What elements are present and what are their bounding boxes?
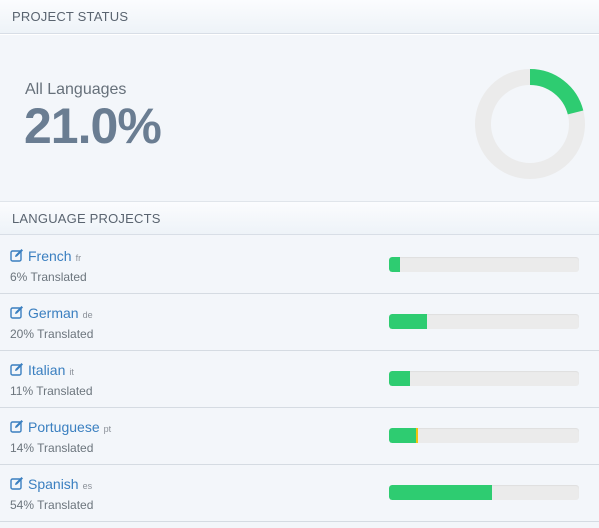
project-status-panel: All Languages 21.0% [0,34,599,201]
language-link-es[interactable]: Spanish es [10,475,92,493]
overall-progress-value: 21.0% [24,98,162,154]
progress-bar [389,428,579,443]
language-name[interactable]: Italian [28,362,66,378]
overall-progress-donut [475,69,585,179]
translated-status: 11% Translated [10,384,93,398]
translated-status: 20% Translated [10,327,94,341]
language-code: de [82,310,93,320]
progress-bar [389,257,579,272]
language-code: pt [103,424,112,434]
progress-bar-fill [389,257,401,272]
progress-bar [389,485,579,500]
language-row-es: Spanish es 54% Translated [0,465,599,522]
project-status-title: PROJECT STATUS [12,9,129,24]
language-link-de[interactable]: German de [10,304,93,322]
language-link-fr[interactable]: French fr [10,247,81,265]
language-row-it: Italian it 11% Translated [0,351,599,408]
language-code: es [82,481,93,491]
language-row-de: German de 20% Translated [0,294,599,351]
language-name[interactable]: German [28,305,79,321]
translated-status: 6% Translated [10,270,87,284]
language-projects-header: LANGUAGE PROJECTS [0,201,599,235]
language-name[interactable]: Portuguese [28,419,100,435]
progress-bar [389,314,579,329]
translated-status: 54% Translated [10,498,94,512]
language-row-fr: French fr 6% Translated [0,237,599,294]
edit-icon[interactable] [10,476,24,490]
progress-bar-fill [389,485,492,500]
language-name[interactable]: Spanish [28,476,79,492]
edit-icon[interactable] [10,305,24,319]
edit-icon[interactable] [10,362,24,376]
all-languages-label: All Languages [25,81,127,98]
language-row-pt: Portuguese pt 14% Translated [0,408,599,465]
translated-status: 14% Translated [10,441,94,455]
language-link-it[interactable]: Italian it [10,361,74,379]
language-name[interactable]: French [28,248,72,264]
language-code: fr [75,253,82,263]
language-code: it [69,367,74,377]
language-projects-title: LANGUAGE PROJECTS [12,211,161,226]
progress-bar-fill [389,314,427,329]
progress-bar [389,371,579,386]
edit-icon[interactable] [10,248,24,262]
project-status-header: PROJECT STATUS [0,0,599,34]
donut-progress-arc [475,69,585,179]
progress-bar-fill [389,371,410,386]
edit-icon[interactable] [10,419,24,433]
language-link-pt[interactable]: Portuguese pt [10,418,111,436]
progress-bar-fill [389,428,418,443]
